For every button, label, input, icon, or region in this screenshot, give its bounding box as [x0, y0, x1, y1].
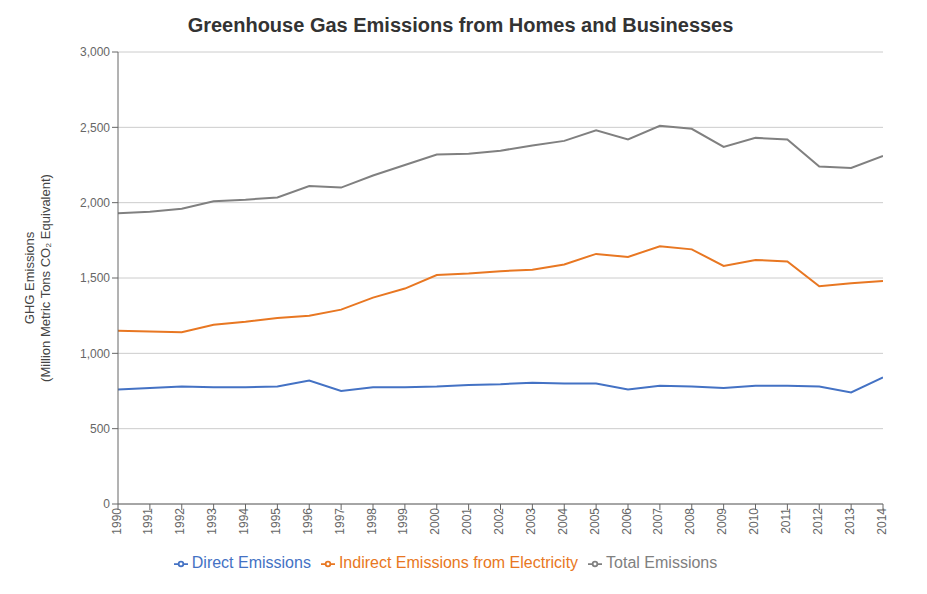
- svg-text:500: 500: [90, 422, 110, 436]
- svg-text:2009: 2009: [715, 508, 729, 535]
- svg-text:1995: 1995: [269, 508, 283, 535]
- svg-text:1994: 1994: [237, 508, 251, 535]
- svg-text:GHG Emissions(Million Metric T: GHG Emissions(Million Metric Tons CO₂ Eq…: [22, 174, 53, 382]
- svg-text:2005: 2005: [588, 508, 602, 535]
- html-text:Greenhouse Gas Emissions from: Greenhouse Gas Emissions from Homes and …: [187, 14, 734, 36]
- svg-text:2012: 2012: [811, 508, 825, 535]
- svg-text:2002: 2002: [492, 508, 506, 535]
- svg-text:2006: 2006: [620, 508, 634, 535]
- svg-text:2001: 2001: [460, 508, 474, 535]
- svg-text:1990: 1990: [110, 508, 124, 535]
- html-text:Indirect Emissions from Electr: Indirect Emissions from Electricity: [338, 554, 579, 571]
- svg-text:1999: 1999: [396, 508, 410, 535]
- svg-text:2014: 2014: [875, 508, 889, 535]
- svg-text:1992: 1992: [173, 508, 187, 535]
- svg-text:1997: 1997: [333, 508, 347, 535]
- svg-text:2013: 2013: [843, 508, 857, 535]
- svg-text:1998: 1998: [365, 508, 379, 535]
- svg-text:2010: 2010: [747, 508, 761, 535]
- svg-text:2011: 2011: [779, 508, 793, 534]
- svg-text:1,500: 1,500: [80, 271, 110, 285]
- svg-text:0: 0: [103, 497, 110, 511]
- svg-text:2004: 2004: [556, 508, 570, 535]
- svg-text:1991: 1991: [141, 508, 155, 535]
- svg-text:2000: 2000: [428, 508, 442, 535]
- svg-text:2008: 2008: [683, 508, 697, 535]
- svg-text:2,000: 2,000: [80, 196, 110, 210]
- svg-text:1996: 1996: [301, 508, 315, 535]
- svg-text:2007: 2007: [651, 508, 665, 535]
- svg-text:3,000: 3,000: [80, 45, 110, 59]
- svg-text:2,500: 2,500: [80, 121, 110, 135]
- html-text:Total Emissions: Total Emissions: [606, 554, 718, 571]
- html-text:Direct Emissions: Direct Emissions: [191, 554, 311, 571]
- svg-text:1993: 1993: [205, 508, 219, 535]
- svg-text:1,000: 1,000: [80, 347, 110, 361]
- svg-text:2003: 2003: [524, 508, 538, 535]
